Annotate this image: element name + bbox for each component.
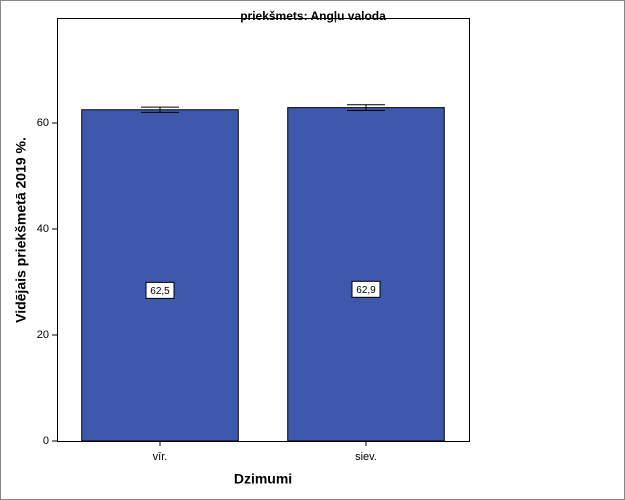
- chart-title: priekšmets: Angļu valoda: [240, 9, 386, 23]
- x-axis-label: Dzimumi: [234, 471, 292, 487]
- y-tick-label: 20: [37, 329, 49, 341]
- error-bar: [347, 104, 385, 112]
- y-axis-label: Vidējais priekšmetā 2019 %.: [13, 137, 29, 323]
- bar: [81, 109, 239, 442]
- value-label: 62,9: [356, 285, 376, 296]
- value-label: 62,5: [150, 286, 170, 297]
- value-label-box: [145, 281, 175, 299]
- error-bar: [141, 106, 179, 113]
- x-tick-label: vīr.: [153, 451, 168, 463]
- value-label-box: [351, 280, 381, 298]
- x-tick-label: siev.: [355, 451, 377, 463]
- y-tick-label: 0: [43, 435, 49, 447]
- y-tick-label: 60: [37, 117, 49, 129]
- y-tick-label: 40: [37, 223, 49, 235]
- bar: [287, 107, 445, 442]
